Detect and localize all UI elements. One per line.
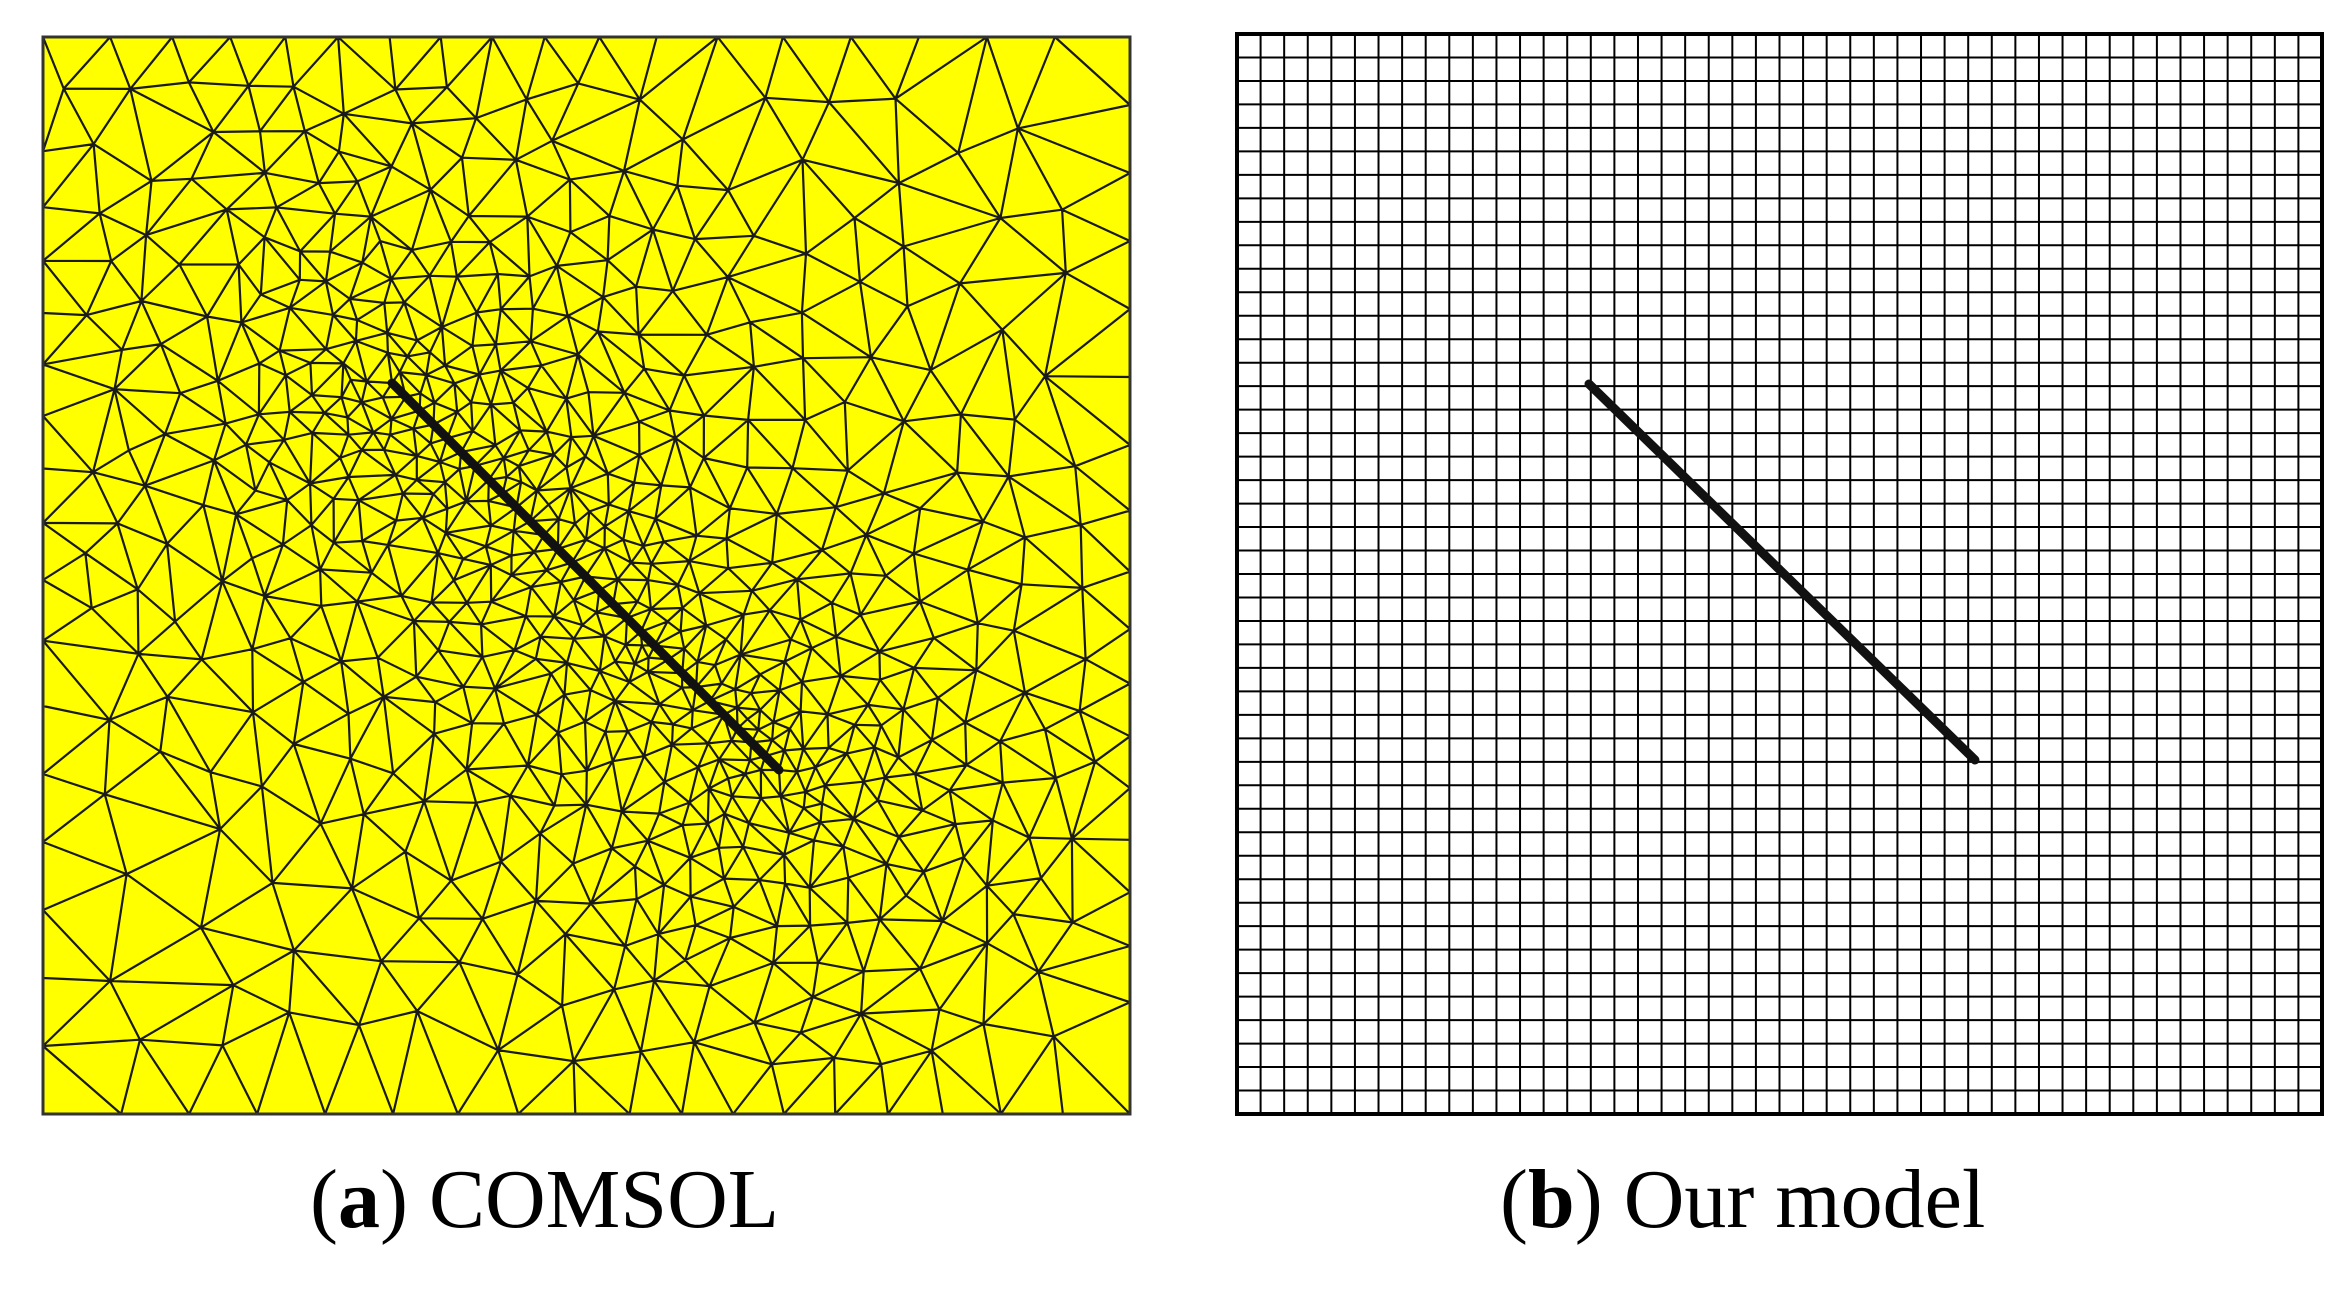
fracture-line <box>1584 379 1980 765</box>
panel-b-border <box>1235 32 2324 1116</box>
panel-a-label: COMSOL <box>428 1153 780 1246</box>
panel-b-caption: (b) Our model <box>1500 1153 1986 1246</box>
panel-b-label: Our model <box>1623 1153 1986 1246</box>
square-grid-mesh <box>1237 34 2322 1114</box>
panel-a-border <box>41 35 1132 1116</box>
grid-lines <box>1237 34 2322 1114</box>
panel-a-letter: a <box>337 1153 380 1246</box>
panel-a-comsol-mesh <box>41 35 1132 1116</box>
panel-b-our-model-mesh <box>1235 32 2324 1116</box>
fracture-line <box>387 378 784 775</box>
panel-b-letter: b <box>1527 1153 1575 1246</box>
panel-a-caption: (a) COMSOL <box>310 1153 780 1246</box>
